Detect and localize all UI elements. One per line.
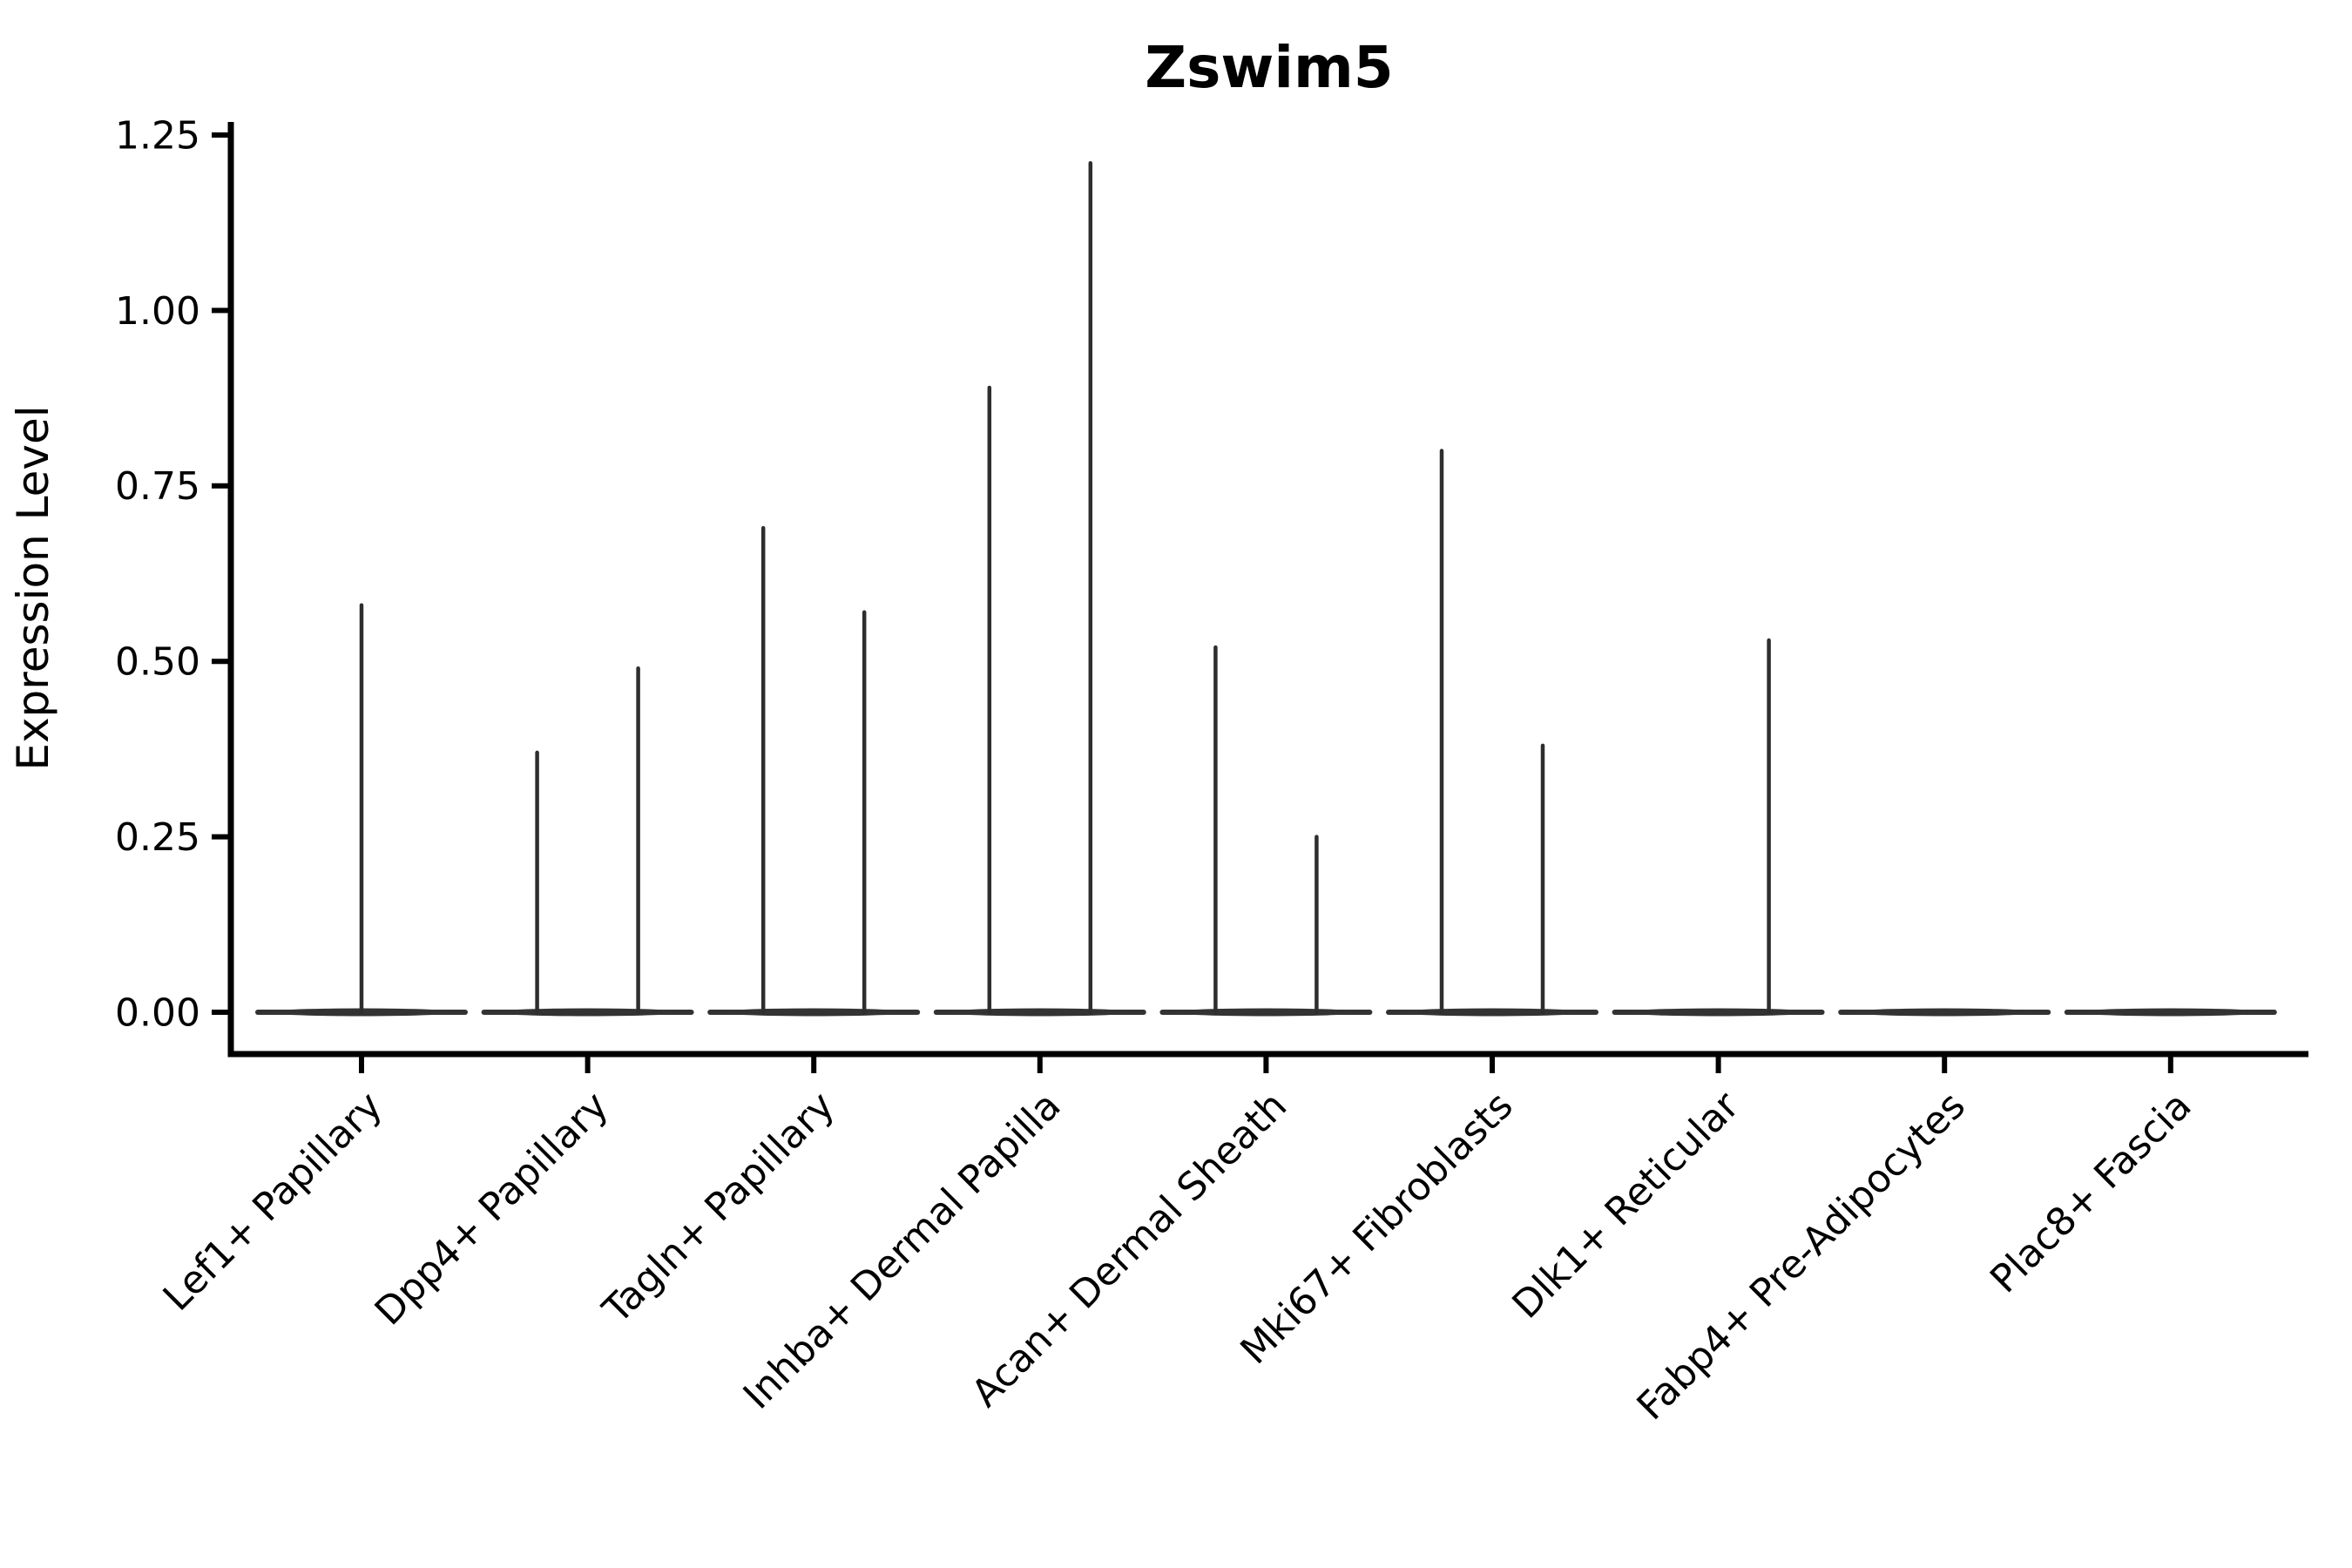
y-tick-label: 0.75 bbox=[115, 464, 200, 509]
violin-body bbox=[1396, 1008, 1589, 1017]
violin-body bbox=[1848, 1008, 2042, 1017]
x-tick-label: Dpp4+ Papillary bbox=[367, 1084, 618, 1335]
y-axis-label: Expression Level bbox=[8, 405, 58, 770]
chart-title: Zswim5 bbox=[1145, 34, 1393, 101]
x-tick-label: Lef1+ Papillary bbox=[155, 1084, 391, 1320]
violins bbox=[255, 160, 2277, 1017]
x-tick-label: Plac8+ Fascia bbox=[1982, 1084, 2200, 1302]
y-tick-label: 0.50 bbox=[115, 640, 200, 685]
violin-body bbox=[943, 1008, 1137, 1017]
violin-body bbox=[490, 1008, 685, 1017]
y-tick-label: 0.00 bbox=[115, 990, 200, 1035]
x-tick-label: Tagln+ Papillary bbox=[594, 1084, 843, 1333]
x-tick-label: Dlk1+ Reticular bbox=[1504, 1083, 1748, 1328]
violin-body bbox=[1169, 1008, 1363, 1017]
y-tick-label: 1.00 bbox=[115, 289, 200, 334]
violin-body bbox=[1621, 1008, 1815, 1017]
y-tick-label: 1.25 bbox=[115, 113, 200, 158]
violin-body bbox=[717, 1008, 911, 1017]
y-tick-label: 0.25 bbox=[115, 815, 200, 860]
violin-body bbox=[2073, 1008, 2268, 1017]
